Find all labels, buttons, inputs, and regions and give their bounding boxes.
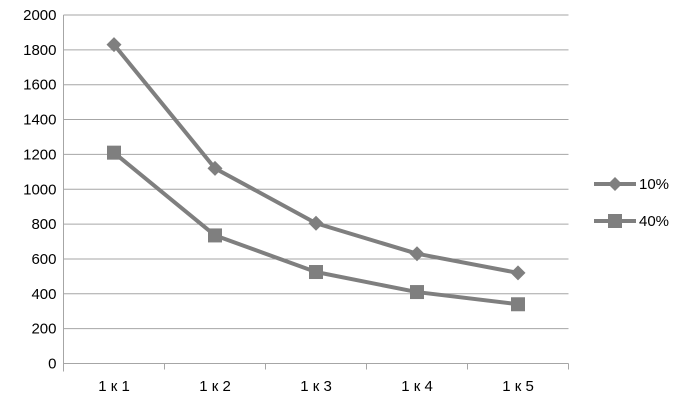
- y-tick-label: 800: [31, 216, 56, 233]
- y-tick-label: 200: [31, 321, 56, 338]
- marker-square-40%: [309, 265, 323, 280]
- x-tick-label: 1 к 2: [199, 378, 231, 395]
- legend-label-40pct: 40%: [639, 212, 670, 230]
- y-tick-label: 1200: [23, 146, 56, 163]
- marker-square-40%: [208, 228, 222, 243]
- y-tick-label: 1000: [23, 181, 56, 198]
- y-tick-label: 2000: [23, 7, 56, 24]
- marker-diamond-10%: [510, 265, 526, 281]
- legend-item-10pct: 10%: [593, 169, 669, 199]
- marker-diamond-10%: [308, 215, 324, 231]
- square-marker-icon: [594, 214, 636, 228]
- y-tick-label: 400: [31, 286, 56, 303]
- diamond-marker-icon: [594, 177, 636, 191]
- legend: 10% 40%: [593, 169, 669, 236]
- y-tick-label: 1800: [23, 42, 56, 59]
- marker-square-40%: [511, 297, 525, 312]
- marker-diamond-10%: [207, 160, 223, 176]
- x-tick-label: 1 к 5: [502, 378, 534, 395]
- marker-square-40%: [410, 285, 424, 300]
- y-tick-label: 1400: [23, 112, 56, 129]
- x-tick-label: 1 к 3: [300, 378, 332, 395]
- marker-diamond-10%: [409, 246, 425, 262]
- y-tick-label: 1600: [23, 77, 56, 94]
- x-tick-label: 1 к 4: [401, 378, 433, 395]
- x-tick-label: 1 к 1: [98, 378, 130, 395]
- series-line-10%: [112, 42, 520, 275]
- legend-item-40pct: 40%: [593, 206, 669, 236]
- legend-label-10pct: 10%: [639, 175, 670, 193]
- marker-square-40%: [107, 145, 121, 160]
- y-tick-label: 600: [31, 251, 56, 268]
- y-tick-label: 0: [48, 356, 56, 373]
- marker-diamond-10%: [106, 37, 122, 53]
